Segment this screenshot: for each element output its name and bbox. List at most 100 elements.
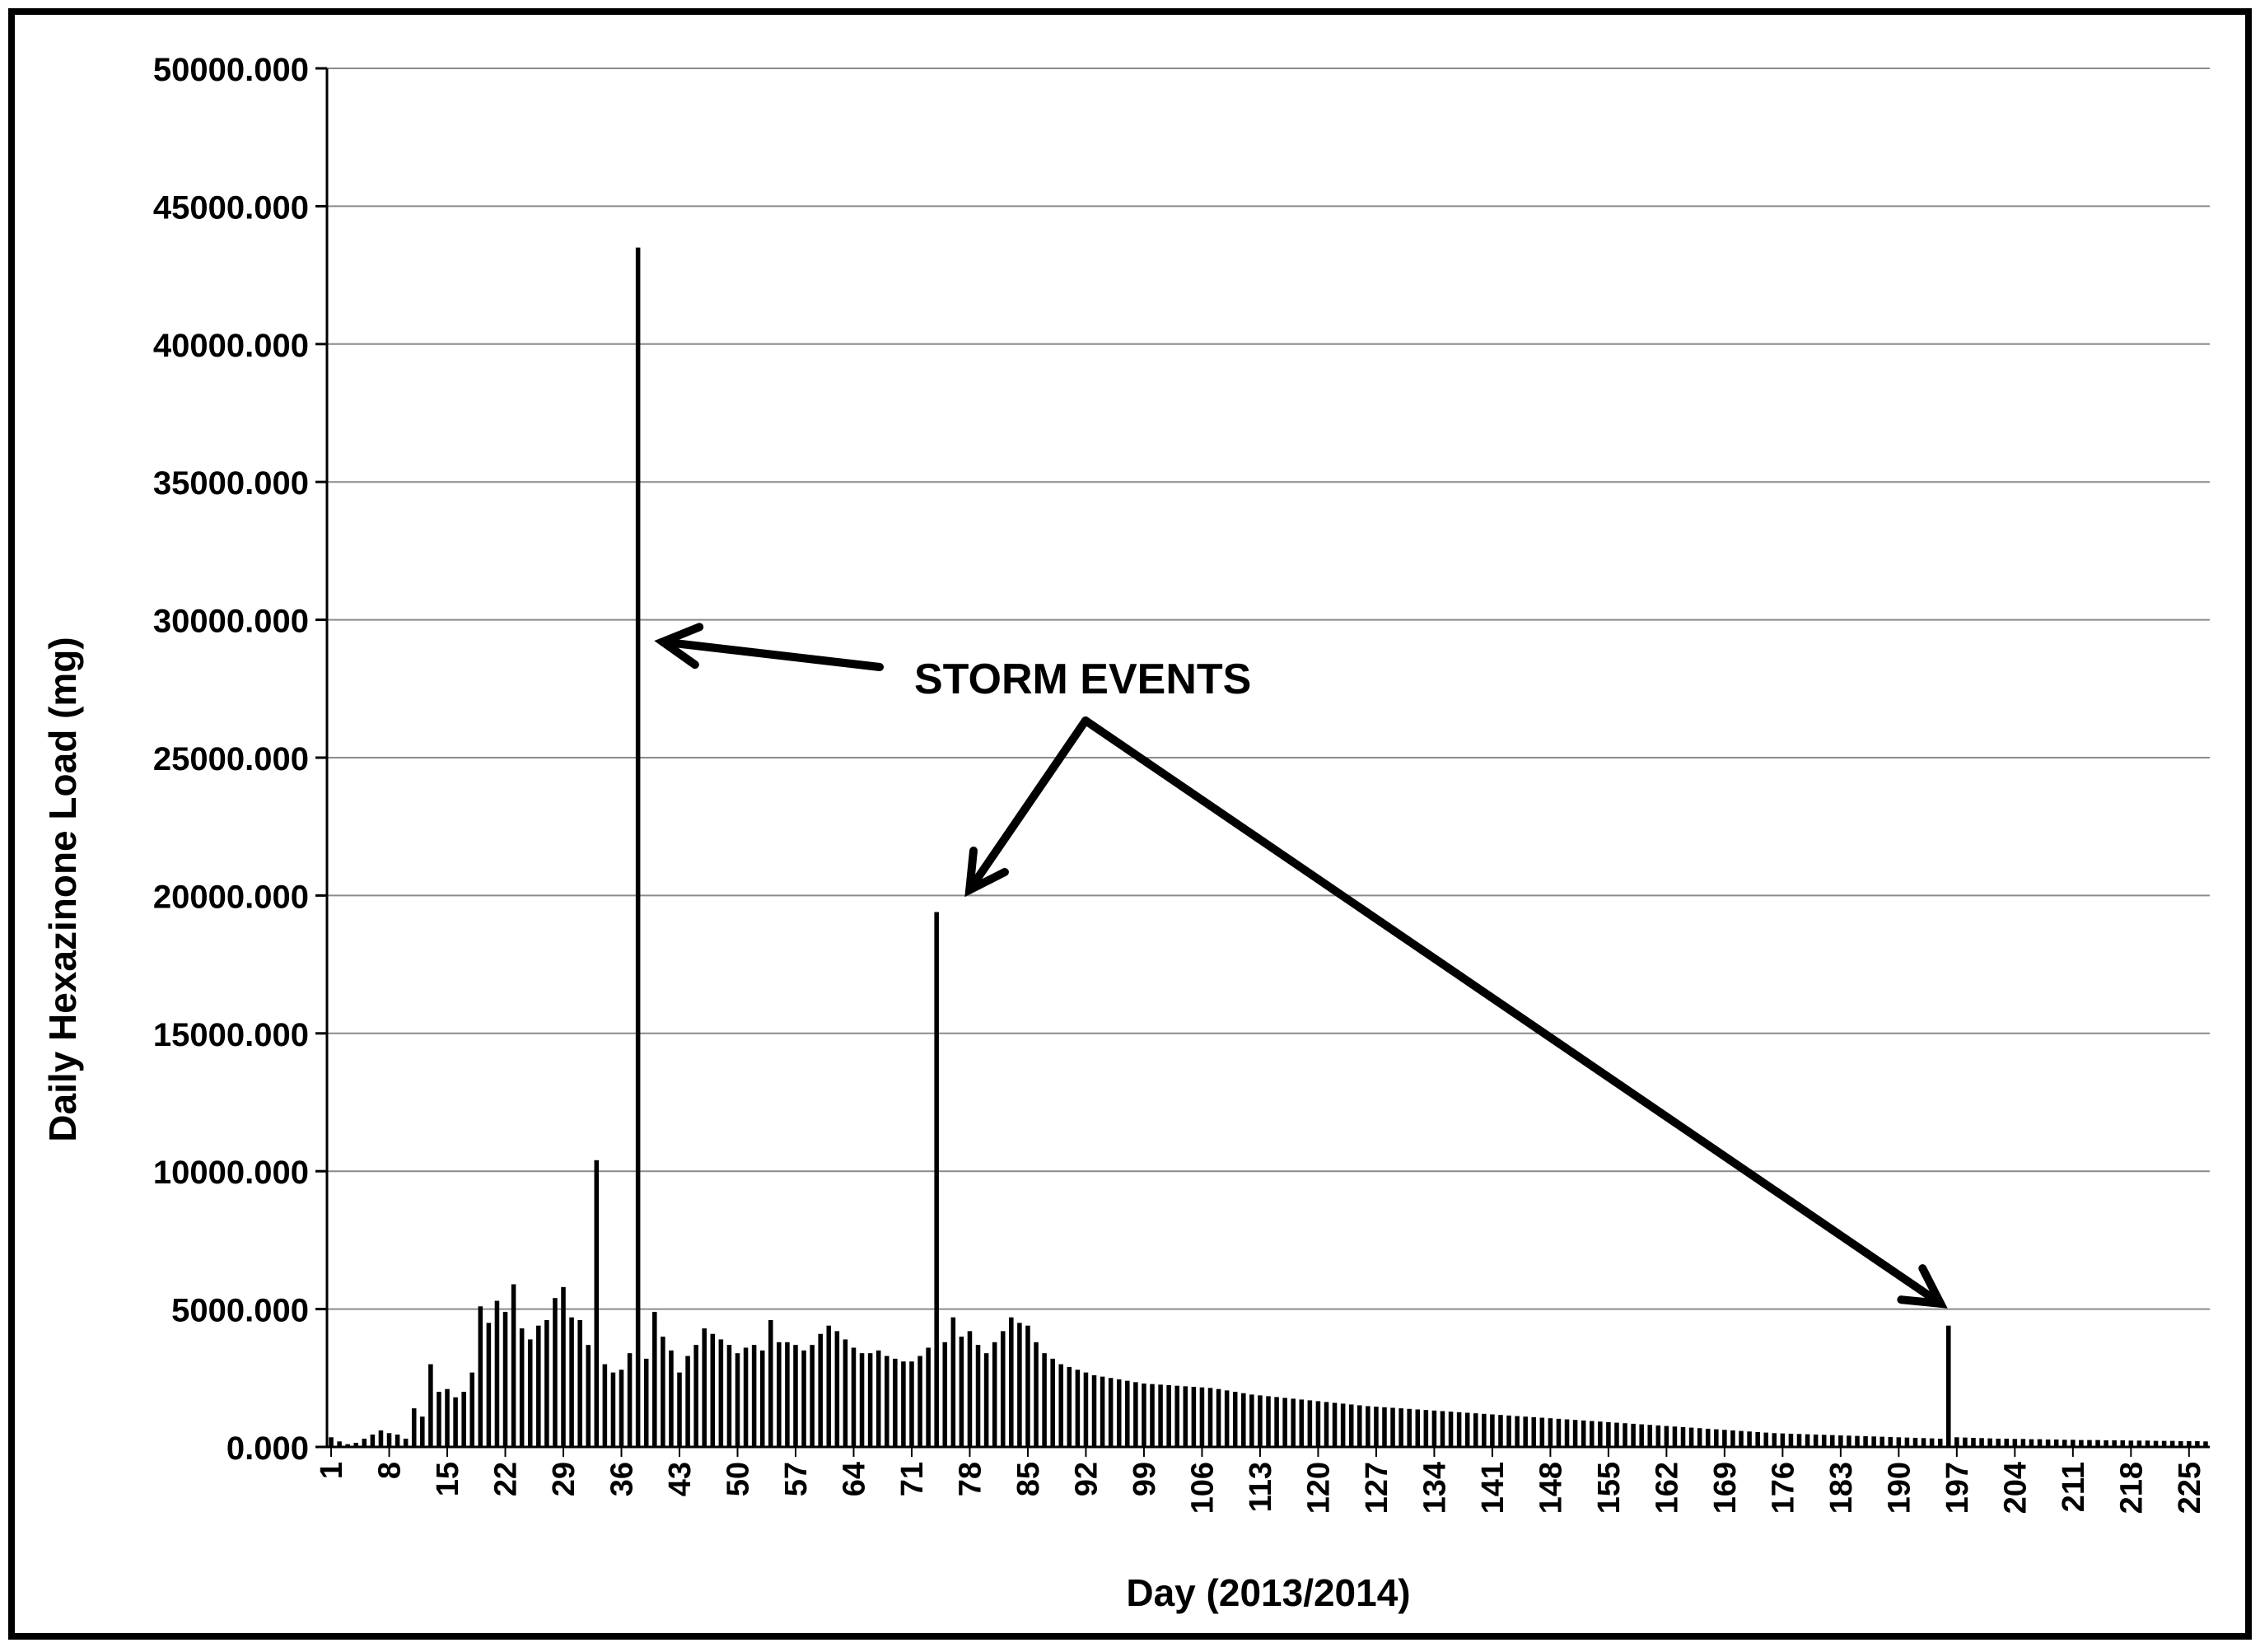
bar bbox=[1912, 1437, 1918, 1447]
bar bbox=[1714, 1429, 1719, 1447]
bar bbox=[1050, 1358, 1055, 1447]
y-tick-label: 5000.000 bbox=[171, 1293, 309, 1329]
bar bbox=[1954, 1437, 1959, 1447]
y-tick-label: 50000.000 bbox=[153, 52, 309, 88]
x-tick-label: 169 bbox=[1708, 1462, 1743, 1514]
bar bbox=[1739, 1430, 1744, 1447]
bar bbox=[2128, 1440, 2134, 1447]
bar bbox=[1606, 1421, 1611, 1447]
bar bbox=[1075, 1370, 1081, 1447]
bar bbox=[751, 1345, 757, 1447]
bar bbox=[1042, 1353, 1047, 1447]
bar bbox=[1730, 1430, 1735, 1447]
bar bbox=[1382, 1407, 1387, 1447]
bar bbox=[619, 1370, 624, 1447]
bar bbox=[942, 1342, 948, 1447]
bar bbox=[1564, 1419, 1570, 1447]
bar bbox=[1688, 1427, 1694, 1447]
bar bbox=[1523, 1416, 1528, 1447]
bar bbox=[950, 1317, 956, 1447]
bar bbox=[901, 1361, 906, 1447]
bar bbox=[983, 1353, 989, 1447]
x-tick-label: 78 bbox=[953, 1462, 988, 1496]
x-tick-label: 43 bbox=[663, 1462, 698, 1496]
bar bbox=[1348, 1404, 1354, 1447]
bar bbox=[1083, 1372, 1089, 1447]
bar bbox=[2062, 1440, 2067, 1447]
bar bbox=[777, 1342, 782, 1447]
x-tick-label: 148 bbox=[1534, 1462, 1568, 1514]
chart-border bbox=[8, 8, 2252, 1640]
bar bbox=[1946, 1325, 1951, 1447]
bar bbox=[1025, 1325, 1030, 1447]
bar bbox=[1058, 1364, 1064, 1447]
bar bbox=[561, 1286, 566, 1447]
bar bbox=[1166, 1385, 1171, 1447]
bar bbox=[445, 1388, 450, 1447]
bar bbox=[2145, 1440, 2150, 1447]
bar bbox=[1747, 1431, 1752, 1447]
bar bbox=[610, 1372, 616, 1447]
bar bbox=[918, 1356, 922, 1447]
bar bbox=[1755, 1431, 1760, 1447]
bar bbox=[1258, 1395, 1263, 1447]
bar bbox=[685, 1356, 690, 1447]
y-tick-labels: 0.000 5000.000 10000.000 15000.000 20000.000… bbox=[153, 52, 309, 1467]
bar bbox=[461, 1392, 466, 1447]
bar bbox=[1572, 1420, 1578, 1447]
bar bbox=[353, 1442, 359, 1447]
bar bbox=[1763, 1432, 1768, 1447]
bar bbox=[478, 1306, 483, 1447]
bar bbox=[893, 1358, 898, 1447]
x-tick-label: 57 bbox=[779, 1462, 814, 1496]
bar bbox=[1647, 1425, 1653, 1447]
y-tick-label: 15000.000 bbox=[153, 1017, 309, 1053]
bar bbox=[1216, 1388, 1221, 1447]
arrow-shaft bbox=[658, 637, 884, 671]
bar bbox=[1772, 1433, 1777, 1447]
bar bbox=[1589, 1421, 1595, 1447]
bar bbox=[1158, 1384, 1163, 1447]
bar bbox=[1174, 1385, 1179, 1447]
bar bbox=[1332, 1402, 1338, 1447]
bar bbox=[1680, 1426, 1686, 1447]
bar bbox=[453, 1397, 458, 1447]
gridlines bbox=[315, 67, 2210, 1449]
bar bbox=[1067, 1366, 1072, 1447]
bar bbox=[502, 1311, 508, 1447]
bar bbox=[2104, 1440, 2108, 1447]
bar bbox=[1142, 1383, 1146, 1447]
bar bbox=[2136, 1440, 2142, 1447]
x-tick-label: 183 bbox=[1824, 1462, 1859, 1514]
bar bbox=[1871, 1436, 1876, 1447]
bar bbox=[2053, 1439, 2059, 1447]
bar bbox=[1921, 1438, 1926, 1447]
bar bbox=[1017, 1323, 1022, 1447]
bar bbox=[569, 1317, 574, 1447]
bar bbox=[785, 1342, 790, 1447]
bar bbox=[1556, 1418, 1562, 1447]
bar bbox=[1266, 1396, 1271, 1447]
bar bbox=[1631, 1423, 1636, 1447]
bar bbox=[1979, 1438, 1984, 1447]
bar bbox=[1100, 1376, 1105, 1447]
bar bbox=[1863, 1435, 1868, 1447]
x-tick-label: 211 bbox=[2057, 1462, 2091, 1512]
y-tick-label: 35000.000 bbox=[153, 465, 309, 502]
bar bbox=[586, 1345, 591, 1447]
x-axis-title: Day (2013/2014) bbox=[1126, 1571, 1410, 1614]
bar bbox=[1249, 1394, 1254, 1447]
bars bbox=[329, 247, 2208, 1447]
bar bbox=[2203, 1441, 2208, 1447]
x-tick-label: 71 bbox=[895, 1462, 930, 1496]
y-tick-label: 20000.000 bbox=[153, 879, 309, 915]
bar bbox=[818, 1333, 823, 1447]
bar bbox=[967, 1331, 973, 1447]
bar bbox=[519, 1328, 525, 1447]
bar bbox=[527, 1339, 533, 1447]
bar bbox=[362, 1438, 367, 1447]
arrow-head bbox=[654, 623, 704, 670]
bar bbox=[2178, 1440, 2183, 1447]
x-tick-label: 15 bbox=[431, 1462, 465, 1496]
